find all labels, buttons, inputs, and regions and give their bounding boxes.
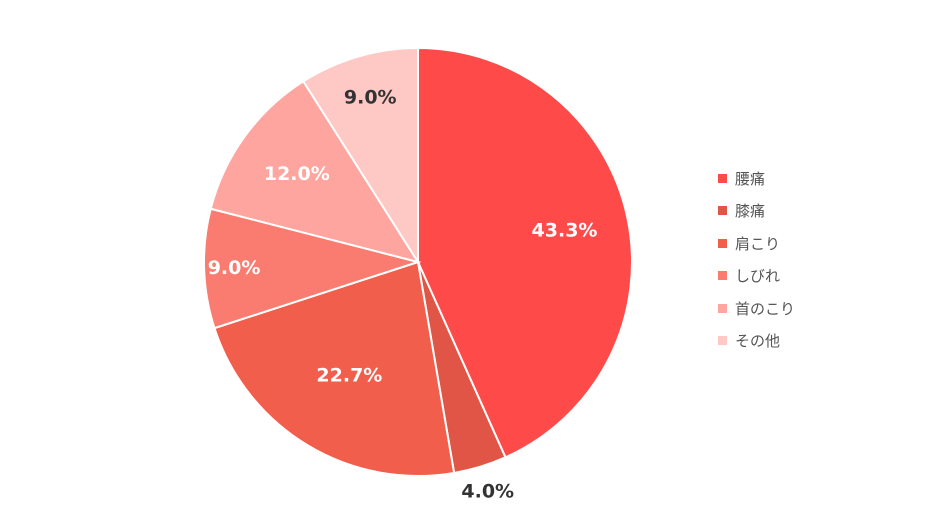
legend-swatch [718, 336, 727, 346]
pie-slice-0 [417, 46, 633, 459]
pie-slice-4 [209, 79, 421, 264]
legend-label: しびれ [735, 267, 781, 286]
legend-swatch [718, 173, 727, 183]
legend-swatch [718, 206, 727, 216]
legend-item-1: 膝痛 [718, 195, 795, 228]
legend-item-5: その他 [718, 325, 795, 358]
legend: 腰痛 膝痛 肩こり しびれ 首のこり その他 [718, 162, 795, 357]
legend-item-0: 腰痛 [718, 162, 795, 195]
pie-label-4: 12.0% [264, 163, 330, 185]
pie-labels: 43.3% 4.0% 22.7% 9.0% 12.0% 9.0% [208, 87, 598, 503]
pie-label-5: 9.0% [344, 87, 397, 109]
pie-label-2: 22.7% [316, 365, 382, 387]
legend-label: その他 [735, 332, 781, 351]
legend-label: 肩こり [735, 234, 781, 253]
pie-slice-5 [301, 46, 419, 266]
legend-label: 膝痛 [735, 202, 766, 221]
legend-item-2: 肩こり [718, 227, 795, 260]
pie-slice-3 [203, 207, 422, 330]
legend-item-4: 首のこり [718, 292, 795, 325]
pie-slices [203, 46, 633, 477]
legend-swatch [718, 271, 727, 281]
pie-label-1: 4.0% [461, 480, 514, 502]
legend-swatch [718, 303, 727, 313]
pie-label-0: 43.3% [532, 220, 598, 242]
pie-label-3: 9.0% [208, 257, 261, 279]
legend-swatch [718, 238, 727, 248]
legend-label: 首のこり [735, 299, 796, 318]
legend-label: 腰痛 [735, 169, 766, 188]
legend-item-3: しびれ [718, 260, 795, 293]
pie-slice-2 [213, 260, 456, 477]
